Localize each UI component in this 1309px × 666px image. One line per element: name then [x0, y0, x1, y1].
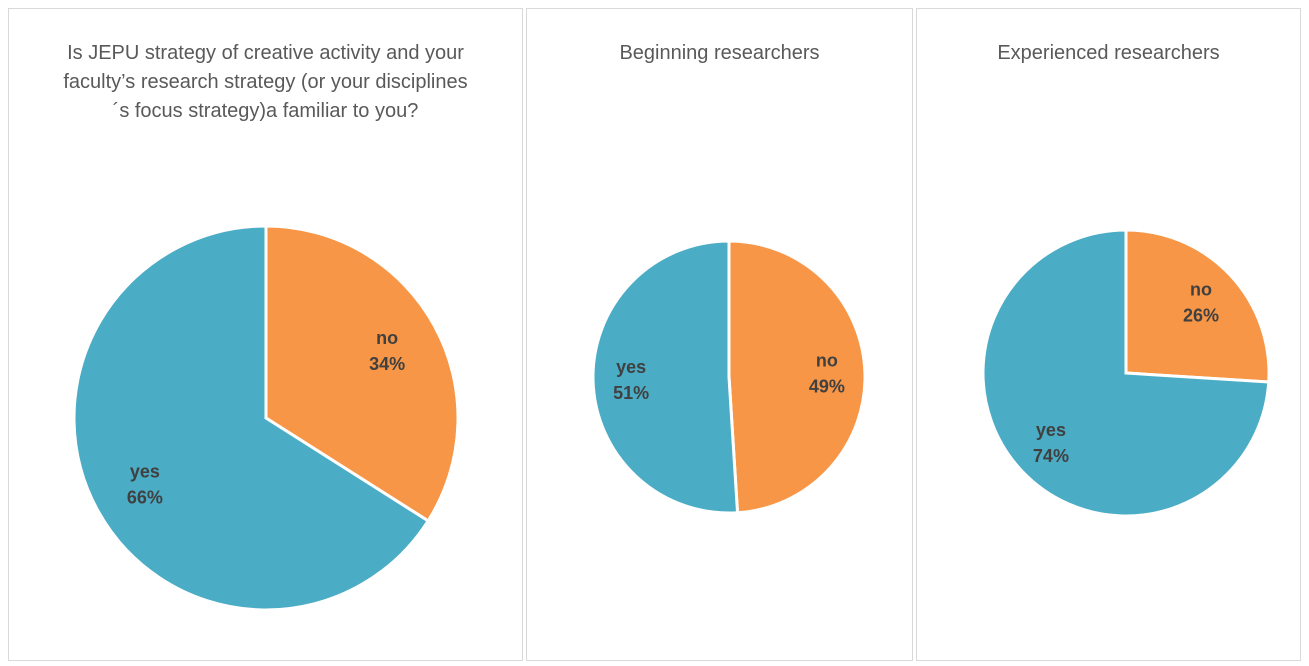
slice-category: no: [1190, 279, 1212, 299]
pie-slice: [1124, 228, 1271, 384]
pie-slice: [727, 239, 867, 515]
slice-category: no: [816, 351, 838, 371]
slice-value-label: 26%: [1183, 305, 1219, 325]
slice-value-label: 51%: [613, 383, 649, 403]
chart-title: Experienced researchers: [997, 42, 1220, 64]
slice-value-label: 74%: [1033, 446, 1069, 466]
slice-category: no: [376, 328, 398, 348]
chart-title: Is JEPU strategy of creative activity an…: [63, 42, 468, 122]
slice-value-label: 66%: [127, 487, 163, 507]
pie-chart: no 34% yes 66%: [72, 224, 460, 612]
slice-category: yes: [616, 357, 646, 377]
pie-chart: no 26% yes 74%: [981, 228, 1271, 518]
slice-value-label: 34%: [369, 354, 405, 374]
pie-chart: no 49% yes 51%: [591, 239, 867, 515]
slice-category: yes: [1036, 420, 1066, 440]
chart-panel: Experienced researchers no 26% yes 74%: [916, 8, 1301, 661]
pie-slice: [981, 228, 1271, 518]
chart-panel: Is JEPU strategy of creative activity an…: [8, 8, 523, 661]
chart-panel: Beginning researchers no 49% yes 51%: [526, 8, 913, 661]
pie-slice: [72, 224, 431, 612]
slice-value-label: 49%: [809, 377, 845, 397]
pie-slice: [591, 239, 740, 515]
slice-category: yes: [130, 461, 160, 481]
chart-title: Beginning researchers: [619, 42, 820, 64]
